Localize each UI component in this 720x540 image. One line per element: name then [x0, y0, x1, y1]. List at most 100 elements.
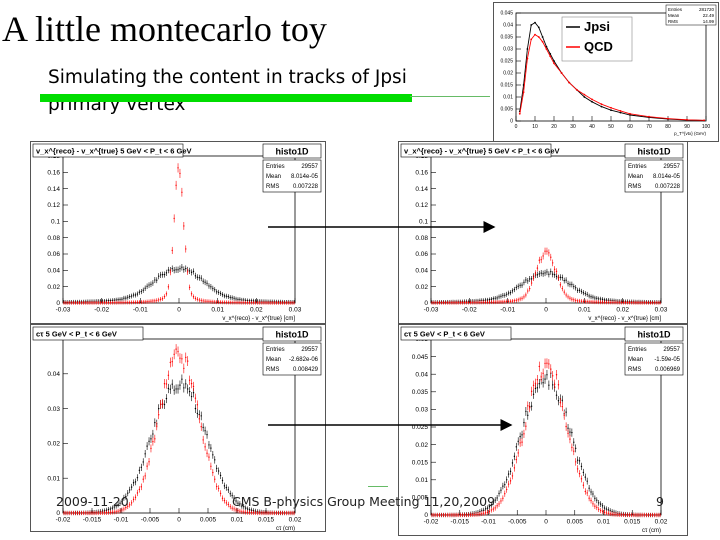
y-tick-label: 0.02: [415, 442, 428, 449]
data-point-red: [592, 301, 594, 303]
data-point-black: [592, 493, 594, 495]
data-point-red: [183, 225, 185, 227]
data-point-red: [237, 301, 239, 304]
y-tick-label: 0.1: [419, 219, 428, 226]
data-point-red: [548, 252, 550, 254]
data-point-red: [517, 452, 519, 454]
x-tick-label: 0: [515, 124, 518, 130]
data-point-black: [221, 479, 224, 482]
data-point-black: [177, 388, 179, 390]
data-point-black: [105, 509, 108, 511]
data-point-black: [179, 268, 181, 270]
data-point-red: [475, 301, 477, 304]
data-point-black: [196, 276, 199, 278]
data-point-red: [158, 299, 160, 301]
data-point-black: [506, 479, 508, 481]
x-tick-label: -0.02: [462, 307, 477, 314]
data-point-red: [233, 301, 235, 304]
data-point-red: [582, 300, 585, 303]
data-point-red: [113, 511, 115, 513]
stats-key: Mean: [266, 174, 281, 180]
data-point-red: [279, 302, 282, 304]
data-point-black: [498, 296, 500, 298]
data-point-red: [507, 483, 510, 485]
stats-value: 29557: [301, 164, 318, 170]
data-point-red: [596, 506, 598, 509]
data-point-red: [105, 512, 108, 514]
data-point-red: [529, 287, 531, 290]
data-point-black: [584, 292, 586, 295]
data-point-black: [567, 427, 569, 429]
data-point-red: [511, 300, 514, 302]
data-point-red: [132, 301, 135, 303]
data-point-red: [192, 385, 195, 388]
data-point-black: [146, 285, 148, 287]
data-point-red: [550, 256, 552, 258]
data-point-red: [277, 512, 280, 514]
y-tick-label: 0.01: [47, 475, 60, 482]
data-point-red: [200, 299, 202, 302]
data-point-red: [78, 512, 81, 514]
data-point-black: [188, 390, 191, 393]
data-point-black: [578, 289, 581, 292]
data-point-red: [659, 302, 661, 304]
data-point-red: [88, 302, 90, 304]
data-point-red: [431, 514, 433, 516]
data-point-black: [536, 274, 539, 276]
data-point-red: [653, 514, 655, 516]
data-point-black: [525, 410, 527, 413]
data-point-red: [504, 300, 506, 303]
data-point-red: [621, 514, 623, 516]
data-point-red: [622, 301, 625, 304]
data-point-black: [527, 280, 529, 282]
data-point-red: [76, 512, 79, 514]
data-point-red: [101, 512, 104, 514]
chart-inset-svg: 0 0.005 0.01 0.015 0.02 0.025 0.03 0.035 0.04 0.0…: [500, 4, 717, 136]
stats-key: Mean: [628, 174, 643, 180]
data-point-black: [219, 292, 222, 295]
data-point-qcd: [549, 55, 552, 58]
data-point-red: [552, 262, 554, 264]
data-point-red: [619, 301, 621, 304]
data-point-red: [293, 302, 295, 304]
data-point-black: [144, 287, 146, 289]
data-point-red: [484, 301, 487, 304]
data-point-black: [571, 431, 573, 434]
data-point-black: [492, 501, 494, 503]
data-point-red: [555, 374, 558, 376]
data-point-red: [254, 512, 257, 514]
data-point-red: [252, 302, 255, 304]
y-tick-label: 0.1: [51, 219, 60, 226]
data-point-red: [181, 358, 183, 360]
data-point-red: [291, 512, 293, 514]
data-point-red: [200, 426, 202, 428]
data-point-red: [465, 301, 468, 304]
data-point-qcd: [545, 48, 548, 50]
data-point-red: [634, 514, 636, 516]
data-point-black: [235, 500, 237, 502]
data-point-black: [245, 299, 247, 302]
data-point-red: [644, 302, 646, 304]
data-point-black: [212, 454, 214, 456]
data-point-black: [479, 510, 481, 513]
data-point-black: [150, 438, 152, 440]
data-point-red: [509, 480, 512, 482]
data-point-red: [239, 510, 241, 512]
data-point-black: [117, 503, 119, 506]
data-point-red: [109, 511, 112, 514]
stats-key: RMS: [266, 184, 279, 190]
data-point-red: [107, 511, 110, 514]
x-tick-label: 0.015: [624, 519, 641, 526]
data-point-red: [523, 296, 525, 298]
data-point-red: [266, 512, 268, 514]
data-point-red: [270, 302, 272, 304]
data-point-red: [575, 461, 577, 463]
y-tick-label: 0: [424, 512, 428, 519]
data-point-red: [243, 511, 245, 513]
data-point-black: [241, 299, 243, 301]
data-point-red: [622, 514, 625, 516]
data-point-black: [185, 267, 187, 270]
data-point-jpsi: [537, 26, 540, 29]
data-point-red: [624, 301, 627, 304]
data-point-red: [454, 301, 456, 304]
